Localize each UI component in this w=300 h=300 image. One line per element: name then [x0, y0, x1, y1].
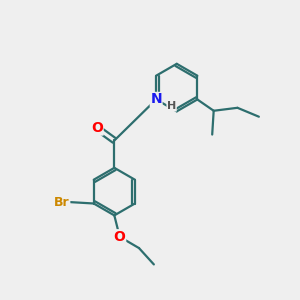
Text: O: O: [91, 121, 103, 135]
Text: H: H: [167, 101, 176, 111]
Text: N: N: [150, 92, 162, 106]
Text: Br: Br: [54, 196, 70, 208]
Text: O: O: [114, 230, 126, 244]
